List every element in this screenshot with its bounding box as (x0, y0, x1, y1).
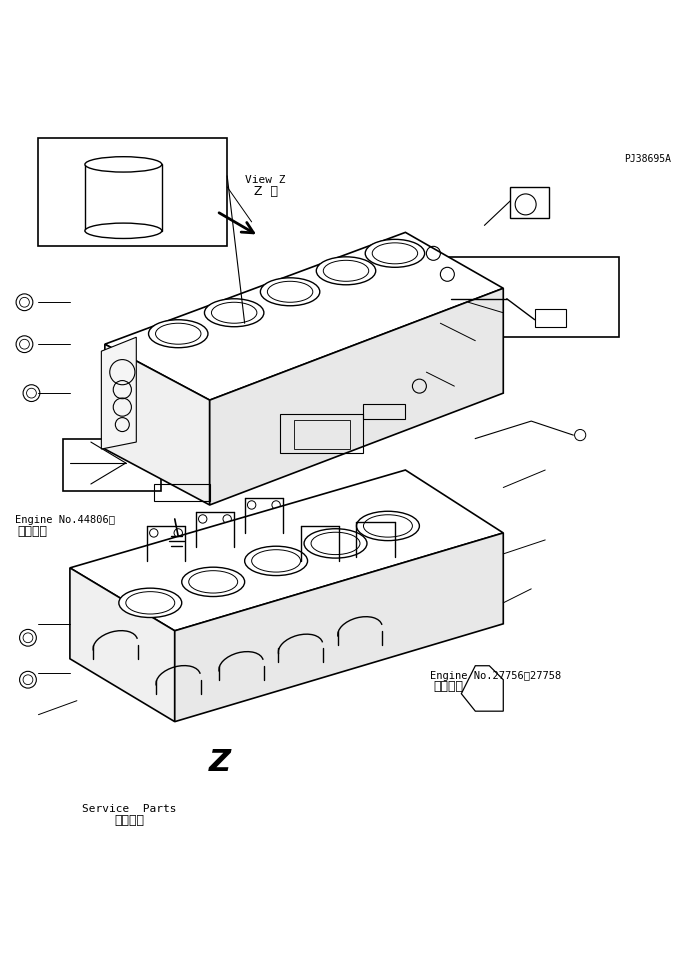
Bar (38, 138, 227, 246)
Bar (294, 420, 350, 449)
Text: View Z: View Z (245, 175, 286, 185)
Ellipse shape (245, 546, 308, 576)
Polygon shape (105, 345, 210, 505)
Text: 適用号機: 適用号機 (433, 680, 463, 693)
Bar (535, 309, 566, 327)
Polygon shape (105, 232, 503, 400)
Bar (63, 439, 161, 491)
Polygon shape (101, 337, 136, 449)
Ellipse shape (323, 260, 369, 282)
Ellipse shape (211, 302, 257, 323)
Bar (416, 257, 619, 337)
Ellipse shape (148, 319, 208, 348)
Bar (280, 414, 363, 453)
Ellipse shape (85, 223, 162, 238)
Ellipse shape (316, 257, 376, 285)
Polygon shape (70, 470, 503, 631)
Text: Z: Z (209, 748, 231, 777)
Ellipse shape (365, 239, 424, 267)
Text: 補給専用: 補給専用 (115, 814, 144, 827)
Text: PJ38695A: PJ38695A (624, 154, 671, 164)
Ellipse shape (119, 589, 182, 618)
Ellipse shape (155, 323, 201, 345)
Text: Engine No.44806～: Engine No.44806～ (15, 515, 115, 525)
Ellipse shape (260, 278, 319, 306)
Bar (363, 404, 405, 419)
Text: Z  視: Z 視 (254, 185, 278, 197)
Text: Engine No.27756～27758: Engine No.27756～27758 (430, 671, 561, 681)
Text: 適用号機: 適用号機 (17, 525, 48, 537)
Ellipse shape (252, 550, 301, 572)
Ellipse shape (189, 571, 238, 593)
Ellipse shape (267, 282, 313, 302)
Ellipse shape (85, 157, 162, 172)
Ellipse shape (126, 591, 175, 614)
Polygon shape (461, 666, 503, 711)
Polygon shape (70, 568, 175, 722)
Polygon shape (210, 288, 503, 505)
Bar (154, 484, 210, 501)
Bar (510, 187, 549, 219)
Text: Service  Parts: Service Parts (82, 804, 177, 814)
Ellipse shape (304, 529, 367, 559)
Bar (85, 165, 162, 230)
Ellipse shape (182, 567, 245, 596)
Ellipse shape (204, 299, 264, 327)
Ellipse shape (356, 511, 419, 540)
Ellipse shape (363, 515, 412, 537)
Ellipse shape (311, 532, 360, 555)
Ellipse shape (372, 243, 417, 264)
Polygon shape (175, 533, 503, 722)
